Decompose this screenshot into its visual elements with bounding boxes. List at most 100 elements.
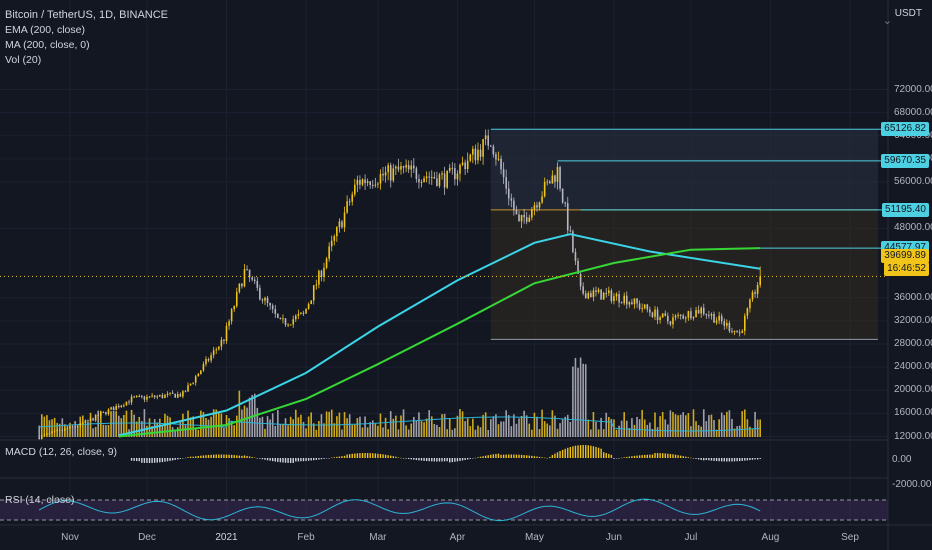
rsi-legend[interactable]: RSI (14, close) bbox=[5, 494, 75, 506]
candle-body bbox=[107, 409, 110, 415]
volume-bar bbox=[82, 415, 84, 437]
candle-body bbox=[182, 391, 184, 397]
candle-body bbox=[351, 194, 354, 202]
volume-bar bbox=[533, 412, 536, 437]
candle-body bbox=[443, 173, 446, 188]
ma-legend[interactable]: MA (200, close, 0) bbox=[5, 39, 90, 51]
macd-bar bbox=[205, 455, 207, 458]
last-price-tag: 39699.89 bbox=[881, 249, 929, 263]
chevron-down-icon[interactable]: ⌄ bbox=[882, 15, 892, 27]
macd-bar bbox=[315, 458, 318, 460]
macd-bar bbox=[418, 458, 420, 461]
candle-body bbox=[212, 350, 215, 356]
macd-bar bbox=[269, 458, 271, 461]
volume-bar bbox=[461, 411, 464, 437]
candle-body bbox=[525, 217, 528, 222]
volume-bar bbox=[492, 416, 495, 437]
candle-body bbox=[710, 313, 713, 316]
macd-bar bbox=[284, 458, 287, 463]
volume-bar bbox=[559, 423, 561, 437]
candle-body bbox=[246, 269, 248, 271]
macd-bar bbox=[543, 457, 546, 459]
price-axis-label: 56000.00 bbox=[894, 176, 932, 188]
macd-bar bbox=[233, 455, 235, 458]
candle-body bbox=[51, 431, 53, 434]
macd-bar bbox=[508, 454, 510, 458]
macd-bar bbox=[641, 455, 643, 458]
volume-bar bbox=[656, 427, 659, 437]
volume-bar bbox=[274, 426, 277, 437]
volume-bar bbox=[413, 416, 415, 437]
volume-bar bbox=[330, 409, 333, 437]
macd-bar bbox=[166, 458, 169, 462]
macd-bar bbox=[192, 456, 194, 458]
candle-body bbox=[279, 317, 282, 320]
candle-body bbox=[148, 396, 151, 398]
macd-bar bbox=[230, 454, 233, 458]
volume-bar bbox=[554, 415, 556, 437]
vol-legend[interactable]: Vol (20) bbox=[5, 54, 42, 66]
candle-body bbox=[207, 359, 210, 361]
candle-body bbox=[489, 145, 492, 147]
macd-bar bbox=[310, 458, 312, 461]
volume-bar bbox=[389, 411, 392, 437]
volume-bar bbox=[315, 429, 318, 437]
candle-body bbox=[76, 426, 79, 428]
candle-body bbox=[448, 167, 451, 171]
macd-bar bbox=[277, 458, 279, 462]
macd-bar bbox=[295, 458, 297, 462]
macd-bar bbox=[443, 458, 446, 462]
macd-bar bbox=[366, 453, 369, 458]
candle-body bbox=[566, 203, 569, 231]
volume-bar bbox=[723, 415, 726, 437]
candle-body bbox=[377, 183, 379, 185]
volume-bar bbox=[166, 415, 169, 437]
macd-bar bbox=[449, 458, 451, 463]
volume-bar bbox=[433, 423, 436, 437]
volume-bar bbox=[282, 424, 284, 437]
volume-bar bbox=[115, 411, 117, 437]
candle-body bbox=[389, 165, 392, 181]
volume-bar bbox=[474, 429, 477, 437]
ema-legend[interactable]: EMA (200, close) bbox=[5, 24, 85, 36]
volume-bar bbox=[307, 416, 310, 437]
volume-bar bbox=[690, 426, 692, 437]
candle-body bbox=[215, 349, 218, 351]
macd-bar bbox=[292, 458, 294, 463]
volume-bar bbox=[733, 428, 736, 437]
volume-bar bbox=[302, 421, 305, 437]
candle-body bbox=[692, 317, 695, 319]
macd-bar bbox=[715, 458, 718, 462]
currency-label[interactable]: USDT bbox=[894, 8, 922, 19]
macd-bar bbox=[328, 458, 330, 459]
macd-bar bbox=[136, 458, 138, 462]
candle-body bbox=[392, 168, 395, 181]
macd-bar bbox=[746, 458, 749, 461]
symbol-title[interactable]: Bitcoin / TetherUS, 1D, BINANCE bbox=[5, 9, 169, 21]
macd-bar bbox=[238, 455, 241, 458]
macd-bar bbox=[479, 456, 482, 458]
volume-bar bbox=[451, 429, 454, 437]
volume-bar bbox=[425, 418, 428, 437]
volume-bar bbox=[741, 411, 744, 437]
candle-body bbox=[477, 149, 479, 161]
volume-bar bbox=[754, 411, 756, 437]
macd-bar bbox=[356, 453, 359, 458]
macd-legend[interactable]: MACD (12, 26, close, 9) bbox=[5, 446, 118, 458]
macd-bar bbox=[659, 453, 661, 458]
volume-bar bbox=[448, 419, 451, 437]
candle-body bbox=[684, 317, 687, 319]
volume-bar bbox=[223, 427, 225, 437]
candle-body bbox=[549, 181, 551, 184]
candle-body bbox=[643, 304, 646, 309]
candle-body bbox=[359, 179, 361, 185]
volume-bar bbox=[726, 411, 728, 437]
price-axis-label: 16000.00 bbox=[894, 407, 932, 419]
candle-body bbox=[474, 148, 477, 161]
macd-bar bbox=[133, 458, 135, 461]
candle-body bbox=[369, 181, 371, 185]
macd-bar bbox=[189, 456, 192, 458]
volume-bar bbox=[151, 426, 153, 437]
volume-bar bbox=[643, 419, 646, 437]
